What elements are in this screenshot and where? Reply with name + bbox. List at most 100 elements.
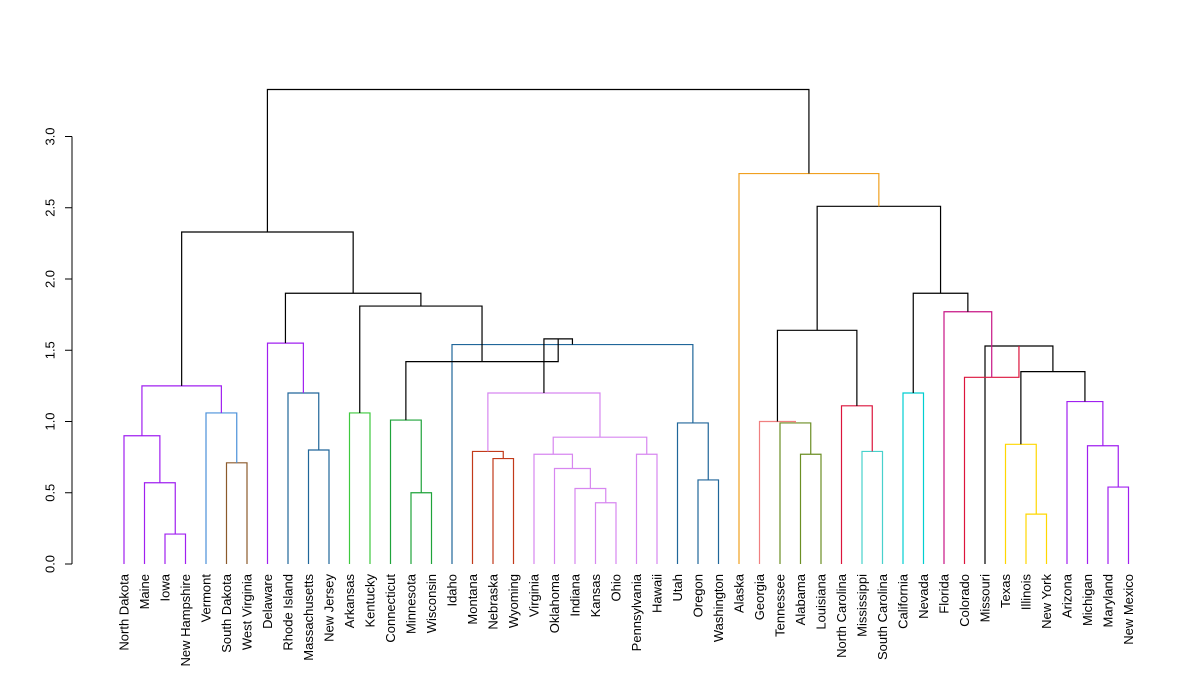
leaf-label: Rhode Island (281, 574, 296, 651)
dendrogram-link (1025, 513, 1048, 564)
dendrogram-link (799, 453, 822, 564)
y-tick-label: 2.5 (43, 199, 58, 217)
leaf-label: Connecticut (383, 574, 398, 643)
leaf-label: Arkansas (342, 574, 357, 629)
leaf-label: Indiana (568, 573, 583, 616)
leaf-label: Tennessee (773, 574, 788, 637)
leaf-label: Maryland (1101, 574, 1116, 627)
y-axis: 0.0 0.5 1.0 1.5 2.0 2.5 3.0 (43, 127, 73, 573)
dendrogram-link (1086, 445, 1119, 564)
dendrogram-link (594, 502, 617, 564)
leaf-label: Texas (998, 574, 1013, 608)
dendrogram-link (205, 412, 238, 564)
dendrogram-link (487, 392, 601, 452)
dendrogram-link (776, 329, 858, 422)
dendrogram-tree (123, 88, 1130, 564)
leaf-label: Illinois (1019, 574, 1034, 611)
dendrogram-link (984, 345, 1054, 564)
leaf-label: Michigan (1080, 574, 1095, 626)
y-tick-label: 1.5 (43, 341, 58, 359)
leaf-label: Arizona (1060, 573, 1075, 618)
leaf-label: South Carolina (875, 573, 890, 660)
dendrogram-link (389, 419, 422, 564)
leaf-labels: North Dakota Maine Iowa New Hampshire Vermon… (117, 573, 1137, 666)
leaf-label: Ohio (609, 574, 624, 601)
y-tick-label: 0.0 (43, 555, 58, 573)
leaf-label: Missouri (978, 574, 993, 623)
leaf-label: Wisconsin (424, 574, 439, 633)
dendrogram-link (143, 482, 176, 564)
leaf-label: Delaware (260, 574, 275, 629)
leaf-label: Florida (937, 573, 952, 614)
leaf-label: Massachusetts (301, 574, 316, 661)
dendrogram-link (287, 392, 320, 564)
leaf-label: Nebraska (486, 573, 501, 629)
leaf-label: Hawaii (650, 574, 665, 613)
dendrogram-link (697, 479, 720, 564)
leaf-label: Oregon (691, 574, 706, 617)
dendrogram-link (553, 467, 591, 564)
leaf-label: New Jersey (322, 574, 337, 642)
y-tick-label: 1.0 (43, 412, 58, 430)
leaf-label: New Mexico (1121, 574, 1136, 645)
y-tick-label: 0.5 (43, 484, 58, 502)
dendrogram-link (758, 420, 796, 564)
leaf-label: West Virginia (240, 573, 255, 650)
leaf-label: New York (1039, 574, 1054, 629)
dendrogram-link (1020, 371, 1086, 445)
dendrogram-link (635, 453, 658, 564)
dendrogram-link (141, 385, 222, 436)
dendrogram-link (410, 492, 433, 564)
dendrogram-link (266, 342, 304, 564)
dendrogram-link (861, 450, 884, 564)
leaf-label: California (896, 573, 911, 629)
leaf-label: Alabama (793, 573, 808, 625)
dendrogram-link (902, 392, 925, 564)
leaf-label: North Carolina (834, 573, 849, 658)
y-tick-label: 3.0 (43, 127, 58, 145)
leaf-label: Minnesota (404, 573, 419, 634)
leaf-label: Alaska (732, 573, 747, 613)
leaf-label: Georgia (752, 573, 767, 620)
dendrogram-link (471, 450, 504, 564)
leaf-label: New Hampshire (178, 574, 193, 666)
leaf-label: Idaho (445, 574, 460, 607)
leaf-label: Wyoming (506, 574, 521, 628)
dendrogram-link (348, 412, 371, 564)
dendrogram-link (164, 533, 187, 564)
leaf-label: Iowa (158, 573, 173, 601)
dendrogram-link (1004, 443, 1037, 564)
dendrogram-link (266, 88, 810, 232)
leaf-label: Vermont (199, 574, 214, 623)
dendrogram-link (1107, 486, 1130, 564)
dendrogram-link (816, 205, 942, 331)
leaf-label: South Dakota (219, 573, 234, 653)
dendrogram-link (552, 436, 648, 455)
dendrogram-link (284, 292, 422, 344)
leaf-label: Kansas (588, 574, 603, 618)
dendrogram-link (1066, 400, 1104, 564)
leaf-label: Utah (670, 574, 685, 601)
dendrogram-link (359, 305, 483, 413)
leaf-label: Pennsylvania (629, 573, 644, 651)
y-tick-label: 2.0 (43, 270, 58, 288)
leaf-label: Montana (465, 573, 480, 624)
dendrogram-link (574, 487, 607, 564)
dendrogram-link (533, 453, 574, 564)
dendrogram-link (307, 449, 330, 564)
leaf-label: Nevada (916, 573, 931, 619)
dendrogram-link (912, 292, 969, 393)
dendrogram-link (492, 457, 515, 564)
dendrogram-link (779, 422, 812, 564)
leaf-label: Kentucky (363, 574, 378, 628)
leaf-label: Louisiana (814, 573, 829, 629)
leaf-label: Washington (711, 574, 726, 642)
dendrogram-link (963, 345, 1020, 564)
dendrogram-link (676, 422, 709, 564)
leaf-label: Maine (137, 574, 152, 609)
leaf-label: Oklahoma (547, 573, 562, 633)
leaf-label: Virginia (527, 573, 542, 617)
dendrogram-link (840, 405, 873, 564)
leaf-label: Mississippi (855, 574, 870, 637)
